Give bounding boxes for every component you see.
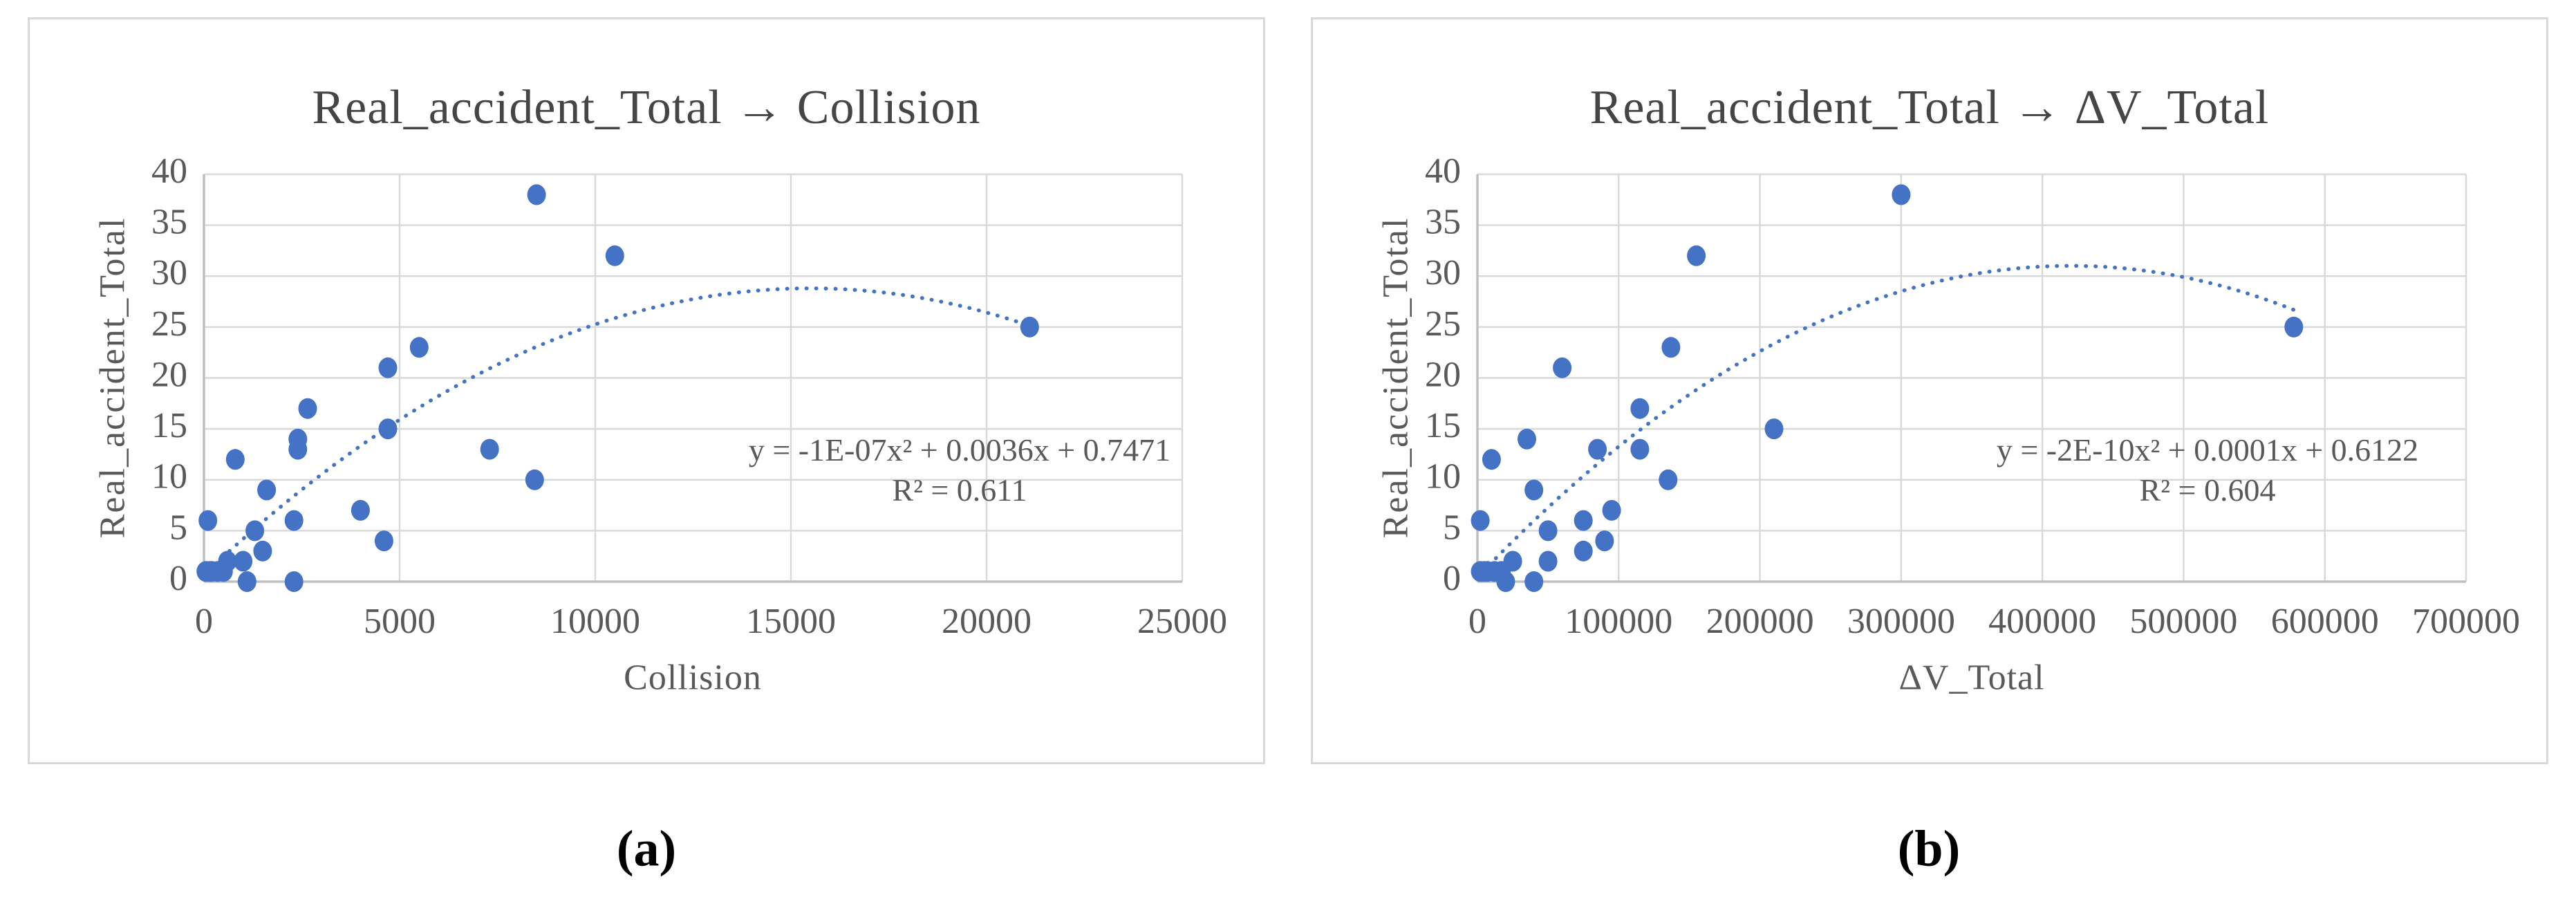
y-tick-label: 10: [151, 457, 187, 497]
y-tick-label: 20: [151, 355, 187, 394]
data-point: [1475, 561, 1494, 582]
data-point: [1595, 530, 1614, 552]
data-point: [1687, 245, 1706, 266]
data-point: [2284, 316, 2304, 337]
data-point: [409, 337, 429, 358]
data-point: [1496, 571, 1515, 592]
x-tick-label: 600000: [2271, 602, 2379, 641]
plot-area-dv-total: 0 100000 200000 300000 400000 500000 600000 700…: [1425, 151, 2520, 641]
y-axis-title: Real_accident_Total: [1376, 216, 1416, 539]
equation-line: y = -1E-07x² + 0.0036x + 0.7471: [748, 432, 1171, 468]
data-point: [225, 449, 245, 470]
data-point: [374, 530, 393, 552]
data-point: [284, 571, 304, 592]
data-point: [1518, 428, 1536, 450]
data-point: [351, 499, 370, 521]
data-point: [1524, 479, 1544, 501]
y-tick-label: 35: [1425, 203, 1461, 242]
data-point: [1661, 337, 1681, 358]
data-point: [1574, 510, 1593, 531]
y-tick-label: 30: [1425, 253, 1461, 293]
y-tick-label: 15: [151, 406, 187, 445]
x-axis-title: ΔV_Total: [1898, 658, 2045, 698]
trendline-equation: y = -1E-07x² + 0.0036x + 0.7471 R² = 0.6…: [749, 430, 1170, 510]
y-tick-label: 20: [1425, 355, 1461, 394]
trendline-dotted: [1493, 263, 2296, 560]
y-tick-label: 0: [169, 559, 187, 598]
data-point: [245, 520, 265, 542]
data-point: [253, 540, 272, 562]
data-point: [525, 469, 544, 490]
trendline-equation: y = -2E-10x² + 0.0001x + 0.6122 R² = 0.6…: [1997, 430, 2418, 510]
chart-collision: 0 5000 10000 15000 20000 25000 0 5 10 15 20 25 30 35 4…: [28, 17, 1265, 764]
data-point: [1482, 449, 1501, 470]
y-tick-label: 0: [1443, 559, 1461, 598]
y-tick-label: 25: [151, 304, 187, 344]
x-tick-label: 100000: [1565, 602, 1672, 641]
data-point: [234, 551, 253, 572]
x-tick-label: 15000: [746, 602, 836, 641]
x-tick-label: 0: [1468, 602, 1486, 641]
equation-line: y = -2E-10x² + 0.0001x + 0.6122: [1996, 432, 2419, 468]
data-point: [1588, 438, 1607, 460]
x-tick-label: 200000: [1706, 602, 1814, 641]
x-tick-label: 0: [195, 602, 213, 641]
data-point: [378, 357, 398, 378]
data-point: [1471, 510, 1490, 531]
x-tick-label: 10000: [550, 602, 640, 641]
x-tick-label: 25000: [1137, 602, 1227, 641]
y-tick-label: 30: [151, 253, 187, 293]
data-point: [1538, 520, 1558, 542]
y-tick-label: 15: [1425, 406, 1461, 445]
data-point: [214, 561, 233, 582]
x-tick-label: 700000: [2412, 602, 2520, 641]
data-point: [1574, 540, 1593, 562]
y-tick-label: 40: [1425, 151, 1461, 191]
y-tick-label: 5: [169, 508, 187, 547]
data-point: [1630, 398, 1650, 419]
data-point: [605, 245, 624, 266]
r-squared-line: R² = 0.611: [892, 472, 1027, 508]
y-tick-label: 10: [1425, 457, 1461, 497]
data-point: [200, 561, 219, 582]
data-point: [298, 398, 317, 419]
plot-area-collision: 0 5000 10000 15000 20000 25000 0 5 10 15 20 25 30 35 4…: [151, 151, 1227, 641]
data-point: [1602, 499, 1621, 521]
chart-title: Real_accident_Total → Collision: [312, 81, 981, 134]
data-point: [288, 438, 308, 460]
x-tick-label: 20000: [942, 602, 1032, 641]
x-tick-label: 400000: [1988, 602, 2096, 641]
data-point: [527, 184, 546, 205]
data-point: [1524, 571, 1544, 592]
chart-title: Real_accident_Total → ΔV_Total: [1589, 81, 2270, 134]
chart-dv-total: 0 100000 200000 300000 400000 500000 600000 700…: [1311, 17, 2548, 764]
figure-label-b: (b): [1897, 820, 1961, 878]
data-point: [198, 510, 218, 531]
data-point: [480, 438, 499, 460]
data-point: [378, 418, 398, 440]
x-tick-label: 5000: [364, 602, 436, 641]
x-tick-label: 500000: [2129, 602, 2237, 641]
y-tick-label: 35: [151, 203, 187, 242]
data-point: [1659, 469, 1678, 490]
r-squared-line: R² = 0.604: [2139, 472, 2276, 508]
x-axis-title: Collision: [624, 658, 762, 698]
data-point: [284, 510, 304, 531]
data-point: [1553, 357, 1572, 378]
y-tick-label: 5: [1443, 508, 1461, 547]
data-point: [1892, 184, 1911, 205]
data-point: [257, 479, 277, 501]
data-point: [1020, 316, 1039, 337]
x-tick-label: 300000: [1847, 602, 1955, 641]
data-point: [1538, 551, 1558, 572]
y-tick-label: 25: [1425, 304, 1461, 344]
data-point: [1630, 438, 1650, 460]
figure-label-a: (a): [616, 820, 677, 878]
y-tick-label: 40: [151, 151, 187, 191]
data-point: [1764, 418, 1784, 440]
data-point: [237, 571, 256, 592]
y-axis-title: Real_accident_Total: [93, 216, 133, 539]
